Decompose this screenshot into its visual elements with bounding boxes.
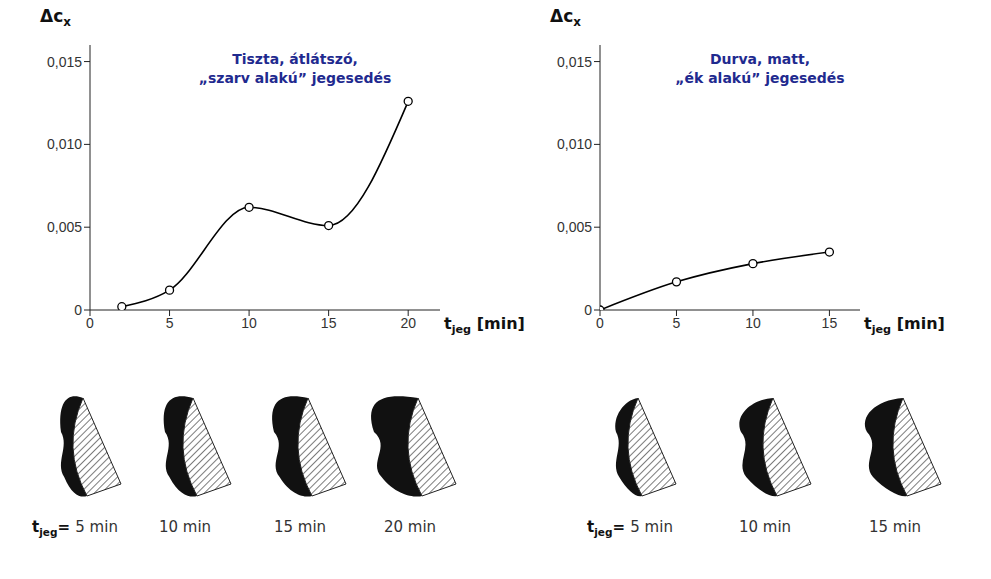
svg-text:5: 5 (673, 315, 681, 331)
html-text:Tiszta, átlátszó,: Tiszta, átlátszó, (232, 51, 358, 67)
svg-text:0: 0 (596, 315, 604, 331)
svg-text:0: 0 (74, 302, 82, 318)
svg-text:15: 15 (822, 315, 838, 331)
html-text:tjeg= 5 min: tjeg= 5 min (32, 518, 118, 538)
svg-text:5: 5 (166, 315, 174, 331)
svg-text:0,015: 0,015 (47, 54, 82, 70)
html-text:20 min: 20 min (383, 518, 437, 536)
html-text:tjeg= 5 min: tjeg= 5 min (587, 518, 673, 538)
svg-text:0,010: 0,010 (557, 136, 592, 152)
html-text:Durva, matt,: Durva, matt, (710, 51, 810, 67)
html-text:„szarv alakú” jegesedés: „szarv alakú” jegesedés (198, 70, 392, 86)
html-text:10 min: 10 min (158, 518, 212, 536)
html-text:Δcx: Δcx (550, 6, 581, 30)
html-text:10 min: 10 min (738, 518, 792, 536)
html-text:Δcx: Δcx (40, 6, 71, 30)
html-text:„ék alakú” jegesedés: „ék alakú” jegesedés (675, 70, 845, 86)
svg-text:0,005: 0,005 (557, 219, 592, 235)
html-text:tjeg[min]: tjeg[min] (864, 314, 945, 337)
svg-text:10: 10 (241, 315, 257, 331)
svg-text:0: 0 (584, 302, 592, 318)
svg-text:0: 0 (86, 315, 94, 331)
svg-text:0,010: 0,010 (47, 136, 82, 152)
svg-text:0,015: 0,015 (557, 54, 592, 70)
html-text:15 min: 15 min (273, 518, 327, 536)
html-text:tjeg[min]: tjeg[min] (444, 314, 525, 337)
html-text:15 min: 15 min (868, 518, 922, 536)
svg-text:10: 10 (745, 315, 761, 331)
svg-text:0,005: 0,005 (47, 219, 82, 235)
svg-text:20: 20 (400, 315, 416, 331)
svg-text:15: 15 (321, 315, 337, 331)
